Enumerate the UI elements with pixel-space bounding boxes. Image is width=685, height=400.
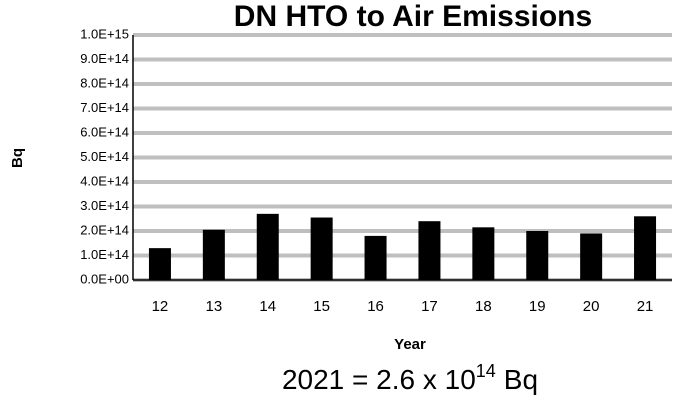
annotation: 2021 = 2.6 x 1014 Bq: [282, 361, 538, 396]
bar: [526, 231, 549, 280]
x-tick-label: 18: [475, 298, 492, 315]
bar: [202, 229, 225, 280]
y-tick-label: 9.0E+14: [80, 51, 129, 66]
y-axis-label: Bq: [9, 148, 26, 168]
y-tick-label: 1.0E+14: [80, 247, 129, 262]
x-axis-label: Year: [394, 336, 426, 353]
bar: [364, 235, 387, 280]
bar: [418, 221, 441, 280]
x-tick-label: 13: [206, 298, 223, 315]
x-tick-label: 19: [529, 298, 546, 315]
y-tick-label: 8.0E+14: [80, 75, 129, 90]
y-tick-label: 7.0E+14: [80, 100, 129, 115]
bar: [634, 216, 657, 280]
y-tick-label: 2.0E+14: [80, 222, 129, 237]
x-tick-label: 16: [367, 298, 384, 315]
annotation-exponent: 14: [476, 361, 496, 381]
annotation-base: 2021 = 2.6 x 10: [282, 364, 476, 395]
x-tick-label: 14: [259, 298, 276, 315]
y-tick-label: 0.0E+00: [80, 271, 129, 286]
bar: [256, 213, 279, 280]
x-tick-label: 17: [421, 298, 438, 315]
chart-title: DN HTO to Air Emissions: [234, 0, 592, 33]
y-tick-label: 1.0E+15: [80, 26, 129, 41]
y-tick-label: 4.0E+14: [80, 173, 129, 188]
x-tick-label: 20: [583, 298, 600, 315]
y-tick-label: 5.0E+14: [80, 149, 129, 164]
annotation-unit: Bq: [504, 364, 538, 395]
bar: [148, 248, 171, 280]
x-tick-label: 21: [637, 298, 654, 315]
bar: [580, 233, 603, 280]
x-tick-label: 15: [313, 298, 330, 315]
bar: [310, 217, 333, 280]
y-tick-label: 6.0E+14: [80, 124, 129, 139]
y-tick-label: 3.0E+14: [80, 198, 129, 213]
x-tick-label: 12: [152, 298, 169, 315]
bar: [472, 227, 495, 280]
